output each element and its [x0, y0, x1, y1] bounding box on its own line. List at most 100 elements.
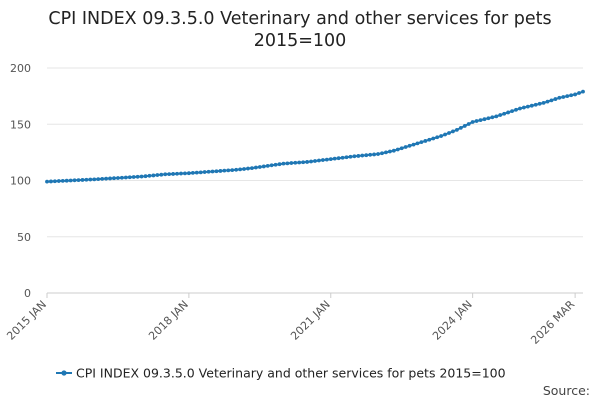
- legend-label: CPI INDEX 09.3.5.0 Veterinary and other …: [76, 366, 506, 381]
- data-point: [265, 163, 270, 168]
- data-point: [328, 157, 333, 162]
- data-point: [565, 94, 570, 99]
- data-point: [391, 148, 396, 153]
- data-point: [549, 98, 554, 103]
- data-point: [490, 115, 495, 120]
- x-tick-label: 2018 JAN: [146, 298, 191, 343]
- data-point: [525, 104, 530, 109]
- data-point: [147, 173, 152, 178]
- data-point: [380, 151, 384, 156]
- data-point: [466, 122, 471, 126]
- data-point: [96, 177, 101, 182]
- data-point: [569, 93, 574, 98]
- data-point: [553, 97, 558, 101]
- data-point: [163, 172, 168, 177]
- data-point: [384, 150, 388, 155]
- data-point: [411, 142, 416, 147]
- data-point: [155, 173, 160, 177]
- data-point: [289, 161, 294, 165]
- data-point: [49, 179, 53, 184]
- data-point: [320, 158, 325, 162]
- data-point: [451, 129, 455, 134]
- data-point: [458, 126, 463, 130]
- data-point: [64, 178, 69, 183]
- data-point: [116, 176, 120, 180]
- data-point: [214, 169, 219, 174]
- data-point: [139, 174, 144, 179]
- x-axis: 2015 JAN 2018 JAN 2021 JAN 2024 JAN 2026 MAR: [4, 293, 577, 347]
- data-point: [332, 156, 337, 161]
- data-point: [246, 166, 250, 171]
- data-point: [131, 175, 136, 179]
- x-tick-label: 2021 JAN: [288, 298, 333, 343]
- data-point: [324, 157, 329, 162]
- y-tick-label: 200: [10, 62, 31, 75]
- data-point: [360, 153, 365, 158]
- y-tick-label: 100: [10, 175, 31, 188]
- data-point: [301, 160, 306, 165]
- data-point: [474, 119, 479, 123]
- data-point: [403, 145, 408, 149]
- data-point: [143, 174, 148, 179]
- data-point: [186, 171, 191, 176]
- data-point: [348, 154, 353, 159]
- data-point: [486, 116, 491, 121]
- data-point: [80, 178, 85, 182]
- data-point: [581, 89, 585, 94]
- data-point: [68, 178, 73, 183]
- data-point: [482, 117, 487, 122]
- data-point: [277, 162, 282, 167]
- data-point: [72, 178, 77, 183]
- data-point: [399, 146, 404, 151]
- data-point: [443, 132, 447, 137]
- data-point: [521, 105, 526, 110]
- data-point: [494, 114, 499, 119]
- data-point: [309, 159, 313, 164]
- data-point: [60, 178, 65, 183]
- y-tick-label: 0: [24, 287, 31, 300]
- data-point: [257, 165, 262, 169]
- data-point: [447, 131, 451, 135]
- data-point: [206, 169, 211, 174]
- data-point: [387, 149, 392, 154]
- data-point: [119, 175, 124, 180]
- data-point: [435, 135, 440, 140]
- chart-subtitle: 2015=100: [254, 31, 347, 51]
- legend: CPI INDEX 09.3.5.0 Veterinary and other …: [56, 366, 506, 381]
- data-point: [210, 169, 215, 174]
- data-point: [226, 168, 231, 173]
- data-point: [557, 95, 562, 100]
- data-point: [238, 167, 243, 172]
- data-point: [222, 168, 227, 173]
- chart-title: CPI INDEX 09.3.5.0 Veterinary and other …: [48, 9, 551, 29]
- data-point: [419, 140, 424, 145]
- data-point: [573, 92, 578, 97]
- data-point: [462, 124, 467, 128]
- data-point: [261, 164, 266, 169]
- data-point: [123, 175, 128, 180]
- data-point: [431, 136, 436, 141]
- data-point: [514, 107, 518, 112]
- data-point: [336, 156, 341, 161]
- data-point: [230, 168, 235, 172]
- data-point: [151, 173, 156, 178]
- data-point: [88, 177, 93, 182]
- data-point: [340, 155, 345, 160]
- data-point: [218, 169, 223, 173]
- data-point: [533, 102, 538, 107]
- data-point: [364, 153, 369, 158]
- data-point: [179, 171, 183, 176]
- data-point: [368, 152, 373, 157]
- data-point: [423, 139, 428, 143]
- data-point: [198, 170, 203, 175]
- data-point: [194, 170, 199, 175]
- y-tick-label: 150: [10, 118, 31, 131]
- y-tick-label: 50: [17, 231, 31, 244]
- data-point: [127, 175, 132, 180]
- data-point: [183, 171, 187, 176]
- data-point: [376, 152, 380, 156]
- data-point: [253, 165, 258, 170]
- x-tick-label: 2026 MAR: [528, 298, 577, 347]
- series-group: [45, 89, 585, 184]
